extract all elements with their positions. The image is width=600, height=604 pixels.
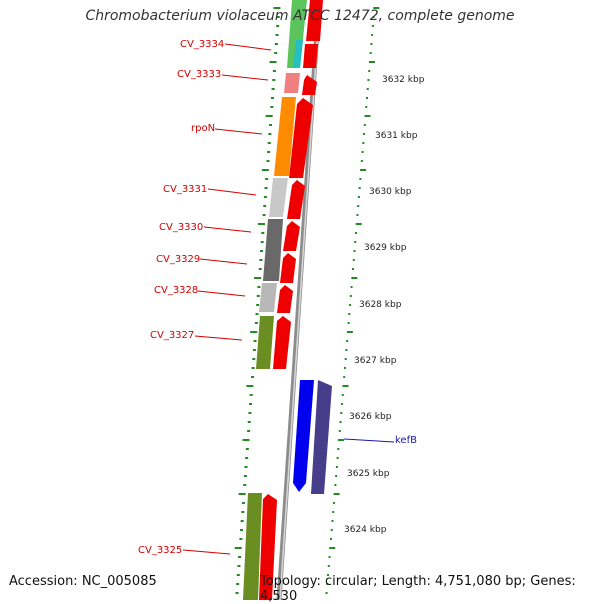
genome-backbone — [276, 0, 322, 600]
kbp-label: 3631 kbp — [375, 131, 418, 141]
gene-label-kefb[interactable]: kefB — [395, 435, 417, 446]
gene-bar-cv3327[interactable] — [256, 316, 274, 369]
gene-label-cv3327[interactable]: CV_3327 — [150, 330, 194, 341]
cds-arrow[interactable] — [273, 316, 291, 369]
gene-label-cv3328[interactable]: CV_3328 — [154, 285, 198, 296]
cds-arrow[interactable] — [306, 0, 323, 41]
cds-arrow[interactable] — [302, 75, 317, 95]
cds-arrow[interactable] — [289, 98, 313, 178]
kbp-label: 3628 kbp — [359, 300, 402, 310]
gene-label-cv3334[interactable]: CV_3334 — [180, 39, 224, 50]
map-title: Chromobacterium violaceum ATCC 12472, co… — [85, 8, 515, 24]
kbp-label: 3627 kbp — [354, 356, 397, 366]
gene-bar-cv3333[interactable] — [284, 73, 300, 93]
cds-track — [259, 0, 323, 600]
gene-bar-kefb[interactable] — [311, 380, 332, 494]
kbp-label: 3630 kbp — [369, 187, 412, 197]
genome-backbone-highlight — [279, 0, 321, 600]
cds-arrow[interactable] — [280, 253, 296, 283]
gene-label-cv3325[interactable]: CV_3325 — [138, 545, 182, 556]
gene-bar-rpon[interactable] — [274, 97, 296, 176]
gene-label-cv3331[interactable]: CV_3331 — [163, 184, 207, 195]
feature-track — [243, 0, 307, 600]
cds-arrow[interactable] — [259, 494, 277, 600]
kbp-label: 3624 kbp — [344, 525, 387, 535]
gene-bar-cv3334b[interactable] — [293, 40, 303, 68]
gene-bar-cv3334[interactable] — [287, 0, 307, 68]
cds-arrow[interactable] — [277, 285, 293, 313]
cds-arrow[interactable] — [283, 221, 300, 251]
gene-bar-cv3330[interactable] — [263, 219, 283, 281]
gene-bar-blue[interactable] — [293, 380, 314, 492]
gene-label-cv3333[interactable]: CV_3333 — [177, 69, 221, 80]
accession-text: Accession: NC_005085 — [9, 574, 157, 589]
gene-bar-cv3328[interactable] — [259, 283, 277, 312]
kbp-label: 3632 kbp — [382, 75, 425, 85]
gene-bar-cv3325[interactable] — [243, 493, 262, 600]
cds-arrow[interactable] — [287, 180, 305, 219]
scale-ticks — [234, 7, 380, 594]
gene-label-cv3330[interactable]: CV_3330 — [159, 222, 203, 233]
gene-label-rpon[interactable]: rpoN — [191, 123, 215, 134]
gene-bar-cv3331[interactable] — [269, 178, 288, 217]
gene-labels: CV_3334 CV_3333 rpoN CV_3331 CV_3330 CV_… — [138, 39, 417, 556]
kbp-label: 3626 kbp — [349, 412, 392, 422]
kbp-scale: 3632 kbp 3631 kbp 3630 kbp 3629 kbp 3628… — [344, 75, 425, 535]
cds-arrow[interactable] — [303, 44, 318, 68]
gene-label-cv3329[interactable]: CV_3329 — [156, 254, 200, 265]
kbp-label: 3625 kbp — [347, 469, 390, 479]
kbp-label: 3629 kbp — [364, 243, 407, 253]
